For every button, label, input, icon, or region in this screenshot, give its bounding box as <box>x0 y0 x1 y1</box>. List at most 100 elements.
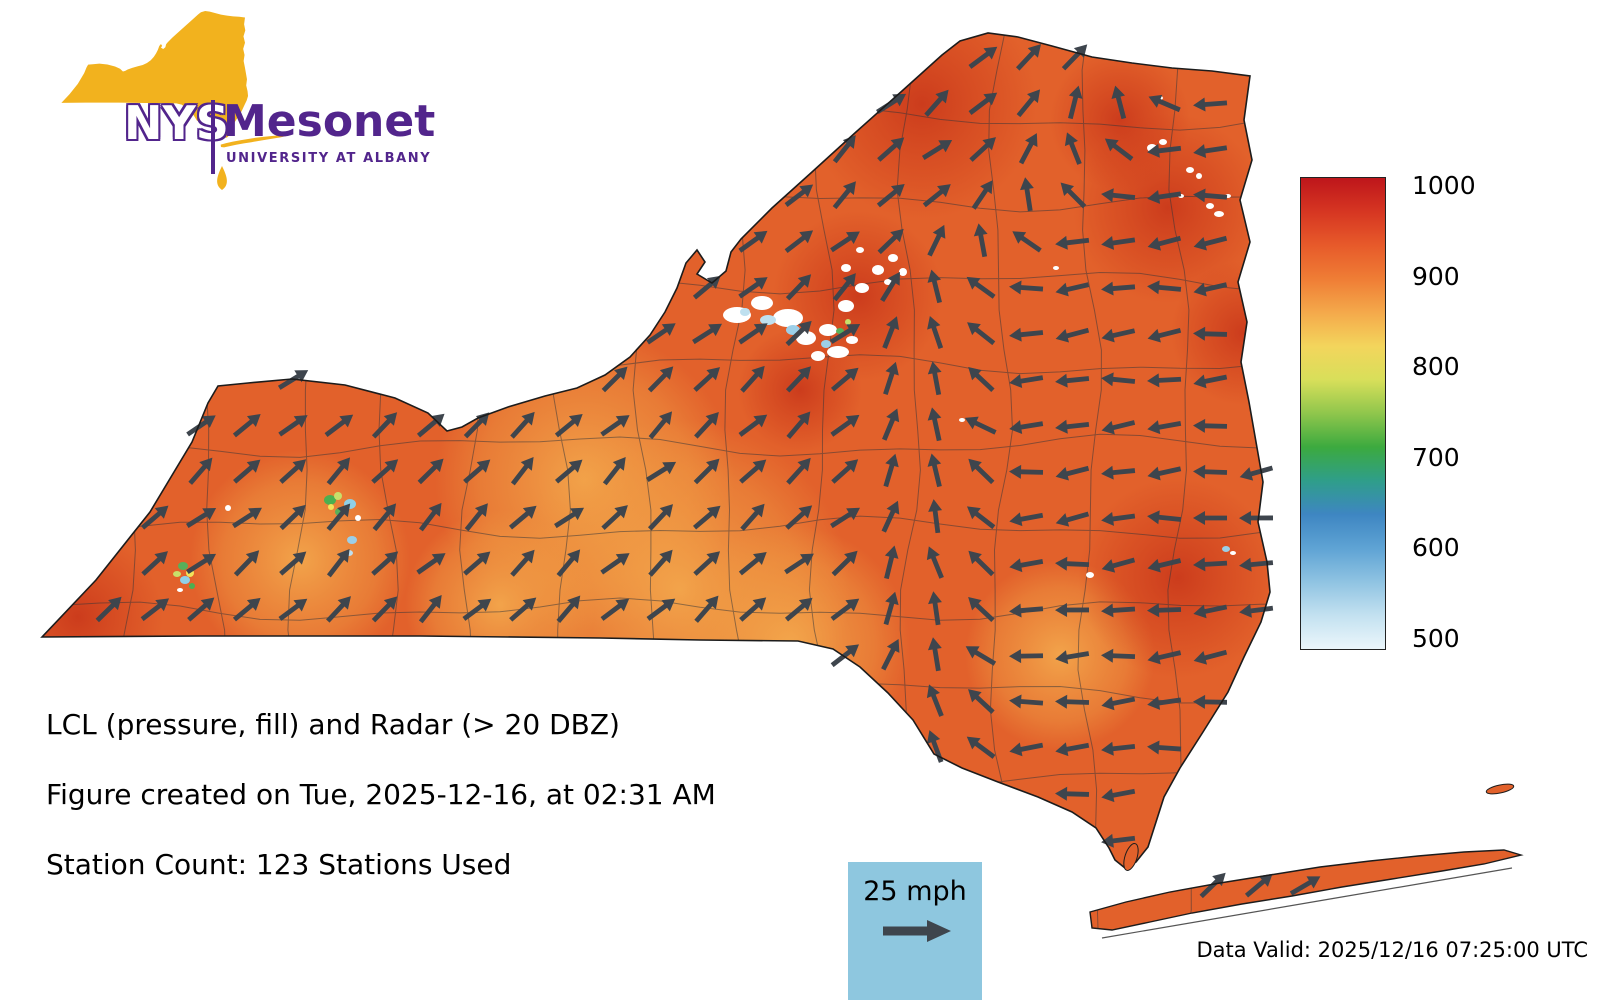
wind-arrow <box>1193 557 1228 572</box>
wind-arrow <box>881 500 900 533</box>
wind-arrow <box>1009 742 1044 757</box>
wind-arrow <box>1147 466 1182 481</box>
radar-echo <box>845 319 851 325</box>
wind-arrow <box>602 457 626 486</box>
wind-arrow <box>1016 89 1041 118</box>
nys-mesonet-logo: NYS Mesonet UNIVERSITY AT ALBANY <box>48 4 468 209</box>
wind-arrow <box>141 505 169 530</box>
wind-arrow <box>1009 464 1044 479</box>
wind-arrow <box>1147 420 1182 435</box>
wind-arrow <box>830 414 860 437</box>
wind-arrow <box>1239 511 1274 526</box>
ny-state-logo-shape <box>61 11 287 190</box>
wind-arrow <box>1147 143 1182 158</box>
wind-arrow <box>646 598 676 621</box>
wind-arrow <box>371 596 398 623</box>
wind-arrow <box>279 459 307 484</box>
radar-echo <box>760 315 776 325</box>
wind-arrow <box>600 415 630 437</box>
radar-echo <box>189 583 195 589</box>
radar-echo <box>899 268 907 276</box>
wind-arrow <box>140 598 170 622</box>
wind-arrow <box>141 551 168 576</box>
wind-arrow <box>510 549 535 577</box>
wind-arrow-field <box>95 44 1321 899</box>
wind-arrow <box>738 277 768 299</box>
wind-arrow <box>510 411 535 439</box>
colorbar-tick-label: 700 <box>1412 442 1460 472</box>
wind-arrow <box>965 646 997 666</box>
wind-arrow <box>877 228 904 255</box>
wind-arrow <box>1193 97 1228 112</box>
wind-arrow <box>1147 510 1182 525</box>
wind-arrow <box>1055 465 1090 481</box>
wind-arrow <box>233 459 261 484</box>
wind-arrow <box>876 93 907 115</box>
pressure-patch <box>773 211 943 381</box>
wind-arrow <box>694 412 719 439</box>
wind-arrow <box>883 453 899 488</box>
nyc-island <box>1123 843 1139 871</box>
wind-arrow <box>508 505 537 530</box>
pressure-patch <box>1078 478 1278 678</box>
wind-arrow <box>647 366 674 393</box>
radar-echo <box>872 265 884 275</box>
radar-echo <box>1086 572 1094 578</box>
wind-arrow <box>326 548 350 578</box>
colorbar-tick-label: 900 <box>1412 261 1460 291</box>
wind-legend-arrow-icon <box>883 920 951 942</box>
wind-arrow <box>463 459 491 484</box>
wind-arrow <box>964 416 997 435</box>
wind-arrow <box>1055 511 1090 527</box>
wind-arrow <box>1055 786 1090 801</box>
wind-arrow <box>740 365 765 393</box>
wind-arrow <box>968 46 998 69</box>
radar-echo <box>821 340 831 348</box>
radar-echo <box>855 283 869 293</box>
wind-arrow <box>1009 420 1044 435</box>
wind-arrow <box>1193 511 1228 526</box>
wind-arrow <box>876 183 905 208</box>
radar-echo <box>173 571 181 577</box>
logo-drop-icon <box>217 166 227 190</box>
wind-arrow <box>829 324 861 344</box>
wind-arrow <box>969 137 996 162</box>
wind-arrow <box>418 502 442 532</box>
wind-arrow <box>601 366 628 393</box>
wind-arrow <box>1055 235 1090 250</box>
wind-arrow <box>233 550 260 577</box>
wind-arrow <box>882 316 900 349</box>
wind-arrow <box>416 413 445 438</box>
wind-arrow <box>1147 190 1182 204</box>
wind-arrow <box>1055 373 1090 388</box>
wind-arrow <box>740 503 765 531</box>
wind-arrow <box>279 551 307 576</box>
wind-arrow <box>692 323 723 345</box>
wind-arrow <box>877 137 905 162</box>
wind-arrow <box>1147 696 1182 710</box>
wind-arrow <box>1193 326 1228 341</box>
wind-arrow <box>831 459 859 484</box>
wind-arrow <box>278 415 308 437</box>
wind-arrow <box>1147 650 1182 665</box>
wind-arrow <box>1147 280 1182 295</box>
wind-arrow <box>1244 873 1273 898</box>
wind-arrow <box>881 639 900 671</box>
radar-echo <box>773 309 803 327</box>
wind-arrow <box>600 598 630 621</box>
wind-arrow <box>1015 44 1042 71</box>
wind-arrow <box>1239 557 1274 572</box>
wind-speed-label: 25 mph <box>863 876 967 907</box>
radar-echo <box>846 336 858 344</box>
wind-arrow <box>1101 788 1136 803</box>
station-count-text: Station Count: 123 Stations Used <box>46 848 512 881</box>
wind-arrow <box>1009 603 1044 618</box>
colorbar-tick-label: 1000 <box>1412 171 1476 200</box>
wind-arrow <box>738 230 768 253</box>
wind-arrow <box>738 551 767 576</box>
data-valid-text: Data Valid: 2025/12/16 07:25:00 UTC <box>1196 938 1588 962</box>
wind-arrow <box>1055 556 1090 571</box>
wind-arrow <box>1009 558 1044 573</box>
wind-arrow <box>968 92 998 115</box>
wind-arrow <box>1055 650 1090 665</box>
